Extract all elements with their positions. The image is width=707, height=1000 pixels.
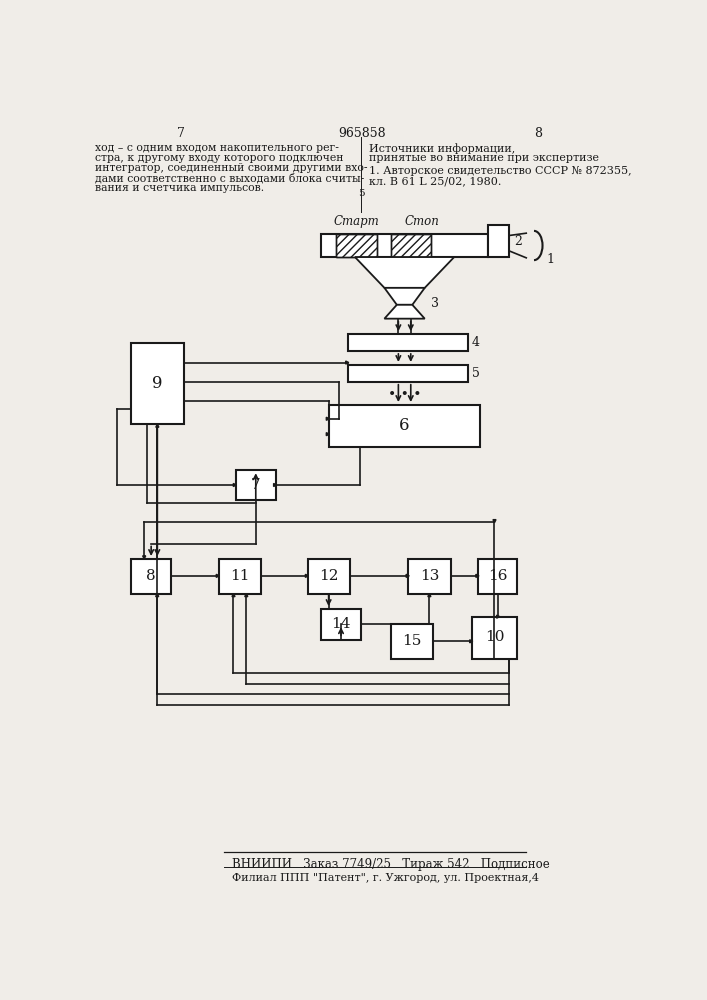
Text: 7: 7 <box>251 478 261 492</box>
Bar <box>472 617 517 659</box>
Text: • • •: • • • <box>388 387 421 401</box>
Polygon shape <box>245 594 248 597</box>
Text: вания и счетчика импульсов.: вания и счетчика импульсов. <box>95 183 264 193</box>
Text: 13: 13 <box>420 569 439 583</box>
Text: 965858: 965858 <box>338 127 386 140</box>
Text: 1. Авторское свидетельство СССР № 872355,: 1. Авторское свидетельство СССР № 872355… <box>369 166 631 176</box>
Bar <box>337 234 377 257</box>
Text: стра, к другому входу которого подключен: стра, к другому входу которого подключен <box>95 153 343 163</box>
Text: Филиал ППП "Патент", г. Ужгород, ул. Проектная,4: Филиал ППП "Патент", г. Ужгород, ул. Про… <box>232 873 539 883</box>
Bar <box>391 234 431 257</box>
Text: 8: 8 <box>146 569 156 583</box>
Bar <box>488 225 509 257</box>
Text: 11: 11 <box>230 569 250 583</box>
Text: 5: 5 <box>358 189 365 198</box>
Text: 8: 8 <box>534 127 542 140</box>
Polygon shape <box>355 257 454 288</box>
Text: Источники информации,: Источники информации, <box>369 143 515 154</box>
Text: 6: 6 <box>399 417 409 434</box>
Polygon shape <box>232 594 235 597</box>
Bar <box>337 234 377 257</box>
Polygon shape <box>346 361 349 364</box>
Bar <box>391 234 431 257</box>
Bar <box>235 470 276 500</box>
Text: Стоп: Стоп <box>404 215 439 228</box>
Text: Старт: Старт <box>334 215 380 228</box>
Polygon shape <box>385 305 425 319</box>
Bar <box>131 343 184 424</box>
Polygon shape <box>469 640 473 643</box>
Bar <box>308 559 351 594</box>
Polygon shape <box>493 520 496 523</box>
Bar <box>131 559 171 594</box>
Bar <box>478 559 517 594</box>
Polygon shape <box>496 615 500 618</box>
Polygon shape <box>274 483 276 487</box>
Polygon shape <box>233 483 236 487</box>
Bar <box>348 334 468 351</box>
Polygon shape <box>305 574 308 577</box>
Polygon shape <box>476 574 479 577</box>
Text: ВНИИПИ   Заказ 7749/25   Тираж 542   Подписное: ВНИИПИ Заказ 7749/25 Тираж 542 Подписное <box>232 858 549 871</box>
Polygon shape <box>327 433 329 436</box>
Text: 2: 2 <box>514 235 522 248</box>
Polygon shape <box>428 594 431 597</box>
Polygon shape <box>406 574 409 577</box>
Text: 10: 10 <box>485 630 504 644</box>
Text: 14: 14 <box>332 617 351 631</box>
Text: 9: 9 <box>152 375 163 392</box>
Text: 4: 4 <box>472 336 480 349</box>
Bar <box>218 559 261 594</box>
Text: 12: 12 <box>319 569 339 583</box>
Bar <box>391 624 433 659</box>
Polygon shape <box>327 417 329 420</box>
Text: 7: 7 <box>177 127 185 140</box>
Polygon shape <box>156 594 159 597</box>
Text: интегратор, соединенный своими другими вхо-: интегратор, соединенный своими другими в… <box>95 163 367 173</box>
Bar <box>409 559 451 594</box>
Polygon shape <box>143 556 146 559</box>
Text: 1: 1 <box>547 253 554 266</box>
Polygon shape <box>216 574 219 577</box>
Text: 3: 3 <box>431 297 439 310</box>
Text: 5: 5 <box>472 367 480 380</box>
Bar <box>321 609 361 640</box>
Text: дами соответственно с выходами блока считы-: дами соответственно с выходами блока счи… <box>95 173 364 184</box>
Text: ход – с одним входом накопительного рег-: ход – с одним входом накопительного рег- <box>95 143 339 153</box>
Text: принятые во внимание при экспертизе: принятые во внимание при экспертизе <box>369 153 599 163</box>
Text: 15: 15 <box>402 634 421 648</box>
Bar <box>329 405 480 447</box>
Text: 16: 16 <box>488 569 508 583</box>
Text: кл. В 61 L 25/02, 1980.: кл. В 61 L 25/02, 1980. <box>369 176 501 186</box>
Bar <box>348 365 468 382</box>
Polygon shape <box>156 424 159 427</box>
Bar <box>321 234 488 257</box>
Polygon shape <box>385 288 425 305</box>
